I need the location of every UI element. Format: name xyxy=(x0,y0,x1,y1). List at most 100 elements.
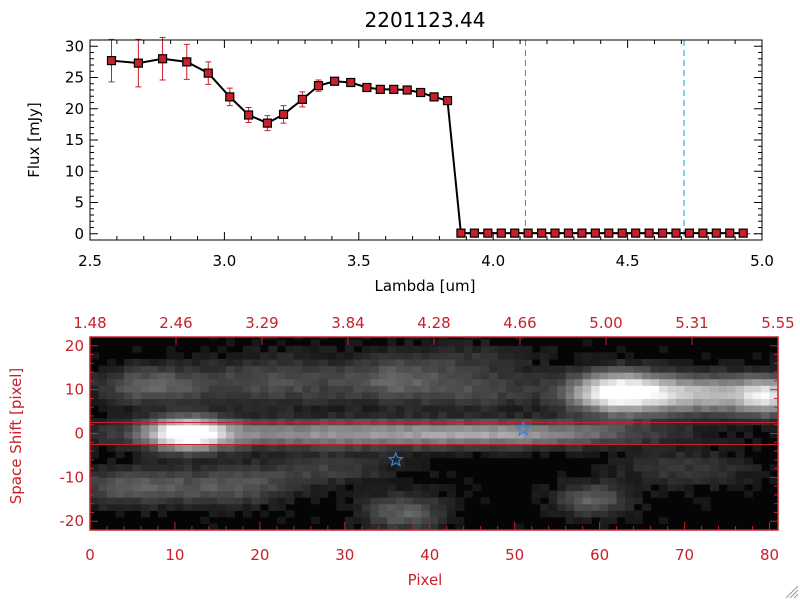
image-cell xyxy=(591,411,601,419)
image-cell xyxy=(242,358,252,367)
image-cell xyxy=(582,352,592,360)
image-cell xyxy=(123,437,134,446)
image-cell xyxy=(591,424,601,432)
image-cell xyxy=(191,418,202,426)
image-cell xyxy=(259,378,269,386)
image-cell xyxy=(659,516,669,525)
image-cell xyxy=(344,411,354,419)
image-cell xyxy=(625,497,635,505)
image-cell xyxy=(98,418,108,426)
image-cell xyxy=(616,457,626,465)
image-cell xyxy=(259,457,269,465)
image-cell xyxy=(642,404,652,413)
image-cell xyxy=(123,385,134,393)
image-cell xyxy=(319,398,329,406)
image-cell xyxy=(268,372,278,380)
image-cell xyxy=(225,418,235,426)
image-cell xyxy=(744,411,754,419)
image-cell xyxy=(251,437,261,446)
image-cell xyxy=(718,451,728,459)
image-cell xyxy=(200,477,210,485)
image-cell xyxy=(625,503,635,511)
image-cell xyxy=(234,444,244,452)
image-cell xyxy=(455,503,465,511)
image-cell xyxy=(98,497,108,505)
image-cell xyxy=(387,398,397,406)
image-cell xyxy=(404,411,414,419)
image-cell xyxy=(174,431,185,439)
image-cell xyxy=(616,470,626,478)
image-cell xyxy=(268,477,278,485)
image-cell xyxy=(378,444,388,452)
image-cell xyxy=(310,385,320,393)
image-cell xyxy=(718,424,728,432)
image-cell xyxy=(293,352,303,360)
image-cell xyxy=(489,391,499,400)
image-cell xyxy=(497,437,507,446)
image-cell xyxy=(225,431,235,439)
resize-grip-icon[interactable] xyxy=(785,585,799,599)
image-cell xyxy=(429,431,439,439)
image-cell xyxy=(506,372,516,380)
image-cell xyxy=(310,418,320,426)
image-cell xyxy=(344,339,354,347)
image-cell xyxy=(174,378,185,386)
image-cell xyxy=(676,378,686,386)
image-cell xyxy=(208,378,218,386)
image-cell xyxy=(336,497,346,505)
image-cell xyxy=(565,404,575,413)
image-cell xyxy=(701,477,711,485)
image-cell xyxy=(446,365,456,373)
image-cell xyxy=(421,372,431,380)
image-cell xyxy=(565,365,575,373)
image-cell xyxy=(115,404,125,413)
y-tick-label: 10 xyxy=(65,381,84,399)
image-cell xyxy=(438,497,448,505)
image-cell xyxy=(251,411,261,419)
image-cell xyxy=(90,503,100,511)
image-cell xyxy=(276,411,286,419)
image-cell xyxy=(676,477,686,485)
image-cell xyxy=(166,378,176,386)
image-cell xyxy=(565,444,575,452)
image-cell xyxy=(132,378,142,386)
image-cell xyxy=(582,490,592,498)
image-cell xyxy=(174,483,185,492)
image-cell xyxy=(149,457,159,465)
image-cell xyxy=(718,378,728,386)
image-cell xyxy=(650,365,660,373)
image-cell xyxy=(548,352,558,360)
data-point xyxy=(429,92,439,102)
image-cell xyxy=(217,431,227,439)
image-cell xyxy=(98,378,108,386)
image-cell xyxy=(608,365,618,373)
image-cell xyxy=(200,404,210,413)
image-cell xyxy=(463,404,473,413)
image-cell xyxy=(361,404,371,413)
image-cell xyxy=(472,378,482,386)
image-cell xyxy=(421,337,431,340)
image-cell xyxy=(480,418,490,426)
image-cell xyxy=(693,457,703,465)
image-cell xyxy=(404,451,414,459)
image-cell xyxy=(225,444,235,452)
image-cell xyxy=(718,477,728,485)
image-cell xyxy=(642,418,652,426)
image-cell xyxy=(225,497,235,505)
image-cell xyxy=(132,398,142,406)
image-cell xyxy=(693,437,703,446)
image-cell xyxy=(676,372,686,380)
image-cell xyxy=(98,437,108,446)
image-cell xyxy=(115,391,125,400)
image-cell xyxy=(251,457,261,465)
image-cell xyxy=(353,510,363,518)
image-cell xyxy=(718,464,728,472)
image-cell xyxy=(217,451,227,459)
image-cell xyxy=(514,385,524,393)
image-cell xyxy=(378,464,388,472)
image-cell xyxy=(412,372,422,380)
image-cell xyxy=(676,411,686,419)
image-cell xyxy=(438,398,448,406)
data-point xyxy=(738,228,748,238)
image-cell xyxy=(208,337,218,340)
